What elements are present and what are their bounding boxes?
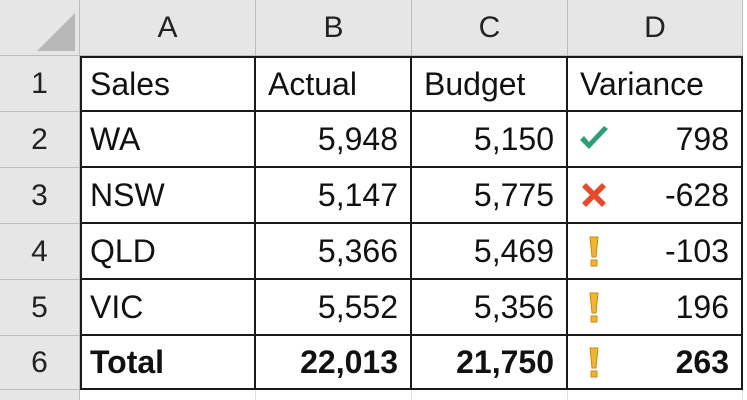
cell-b4[interactable]: 5,366 — [256, 224, 412, 280]
cell-d7[interactable] — [568, 390, 743, 400]
row-header-6[interactable]: 6 — [0, 336, 80, 390]
variance-value: -103 — [664, 232, 729, 269]
cell-b7[interactable] — [256, 390, 412, 400]
row-header-2[interactable]: 2 — [0, 112, 80, 168]
cell-a1[interactable]: Sales — [80, 56, 256, 112]
cell-a3[interactable]: NSW — [80, 168, 256, 224]
cell-d6[interactable]: 263 — [568, 336, 743, 390]
cell-c3[interactable]: 5,775 — [412, 168, 568, 224]
cell-a5[interactable]: VIC — [80, 280, 256, 336]
cell-d3[interactable]: -628 — [568, 168, 743, 224]
cell-c7[interactable] — [412, 390, 568, 400]
cell-c6[interactable]: 21,750 — [412, 336, 568, 390]
column-header-c[interactable]: C — [412, 0, 568, 56]
cell-a6[interactable]: Total — [80, 336, 256, 390]
cell-a4[interactable]: QLD — [80, 224, 256, 280]
column-header-a[interactable]: A — [80, 0, 256, 56]
yellow-exclamation-icon — [576, 289, 612, 325]
cell-b3[interactable]: 5,147 — [256, 168, 412, 224]
cell-c5[interactable]: 5,356 — [412, 280, 568, 336]
cell-b2[interactable]: 5,948 — [256, 112, 412, 168]
red-x-icon — [576, 177, 612, 213]
row-header-1[interactable]: 1 — [0, 56, 80, 112]
column-header-b[interactable]: B — [256, 0, 412, 56]
cell-c2[interactable]: 5,150 — [412, 112, 568, 168]
variance-value: 798 — [675, 120, 729, 157]
cell-c4[interactable]: 5,469 — [412, 224, 568, 280]
cell-a7[interactable] — [80, 390, 256, 400]
row-header-5[interactable]: 5 — [0, 280, 80, 336]
cell-d5[interactable]: 196 — [568, 280, 743, 336]
row-header-3[interactable]: 3 — [0, 168, 80, 224]
cell-c1[interactable]: Budget — [412, 56, 568, 112]
cell-d2[interactable]: 798 — [568, 112, 743, 168]
variance-value: 196 — [675, 288, 729, 325]
cell-b1[interactable]: Actual — [256, 56, 412, 112]
cell-d4[interactable]: -103 — [568, 224, 743, 280]
cell-b5[interactable]: 5,552 — [256, 280, 412, 336]
select-all-triangle-icon — [37, 13, 75, 51]
yellow-exclamation-icon — [576, 233, 612, 269]
variance-value: 263 — [675, 343, 729, 380]
cell-b6[interactable]: 22,013 — [256, 336, 412, 390]
cell-a2[interactable]: WA — [80, 112, 256, 168]
yellow-exclamation-icon — [576, 344, 612, 380]
column-header-d[interactable]: D — [568, 0, 743, 56]
cell-d1[interactable]: Variance — [568, 56, 743, 112]
select-all-corner[interactable] — [0, 0, 80, 56]
row-header-4[interactable]: 4 — [0, 224, 80, 280]
variance-value: -628 — [664, 176, 729, 213]
green-check-icon — [576, 121, 612, 157]
row-header-7[interactable] — [0, 390, 80, 400]
